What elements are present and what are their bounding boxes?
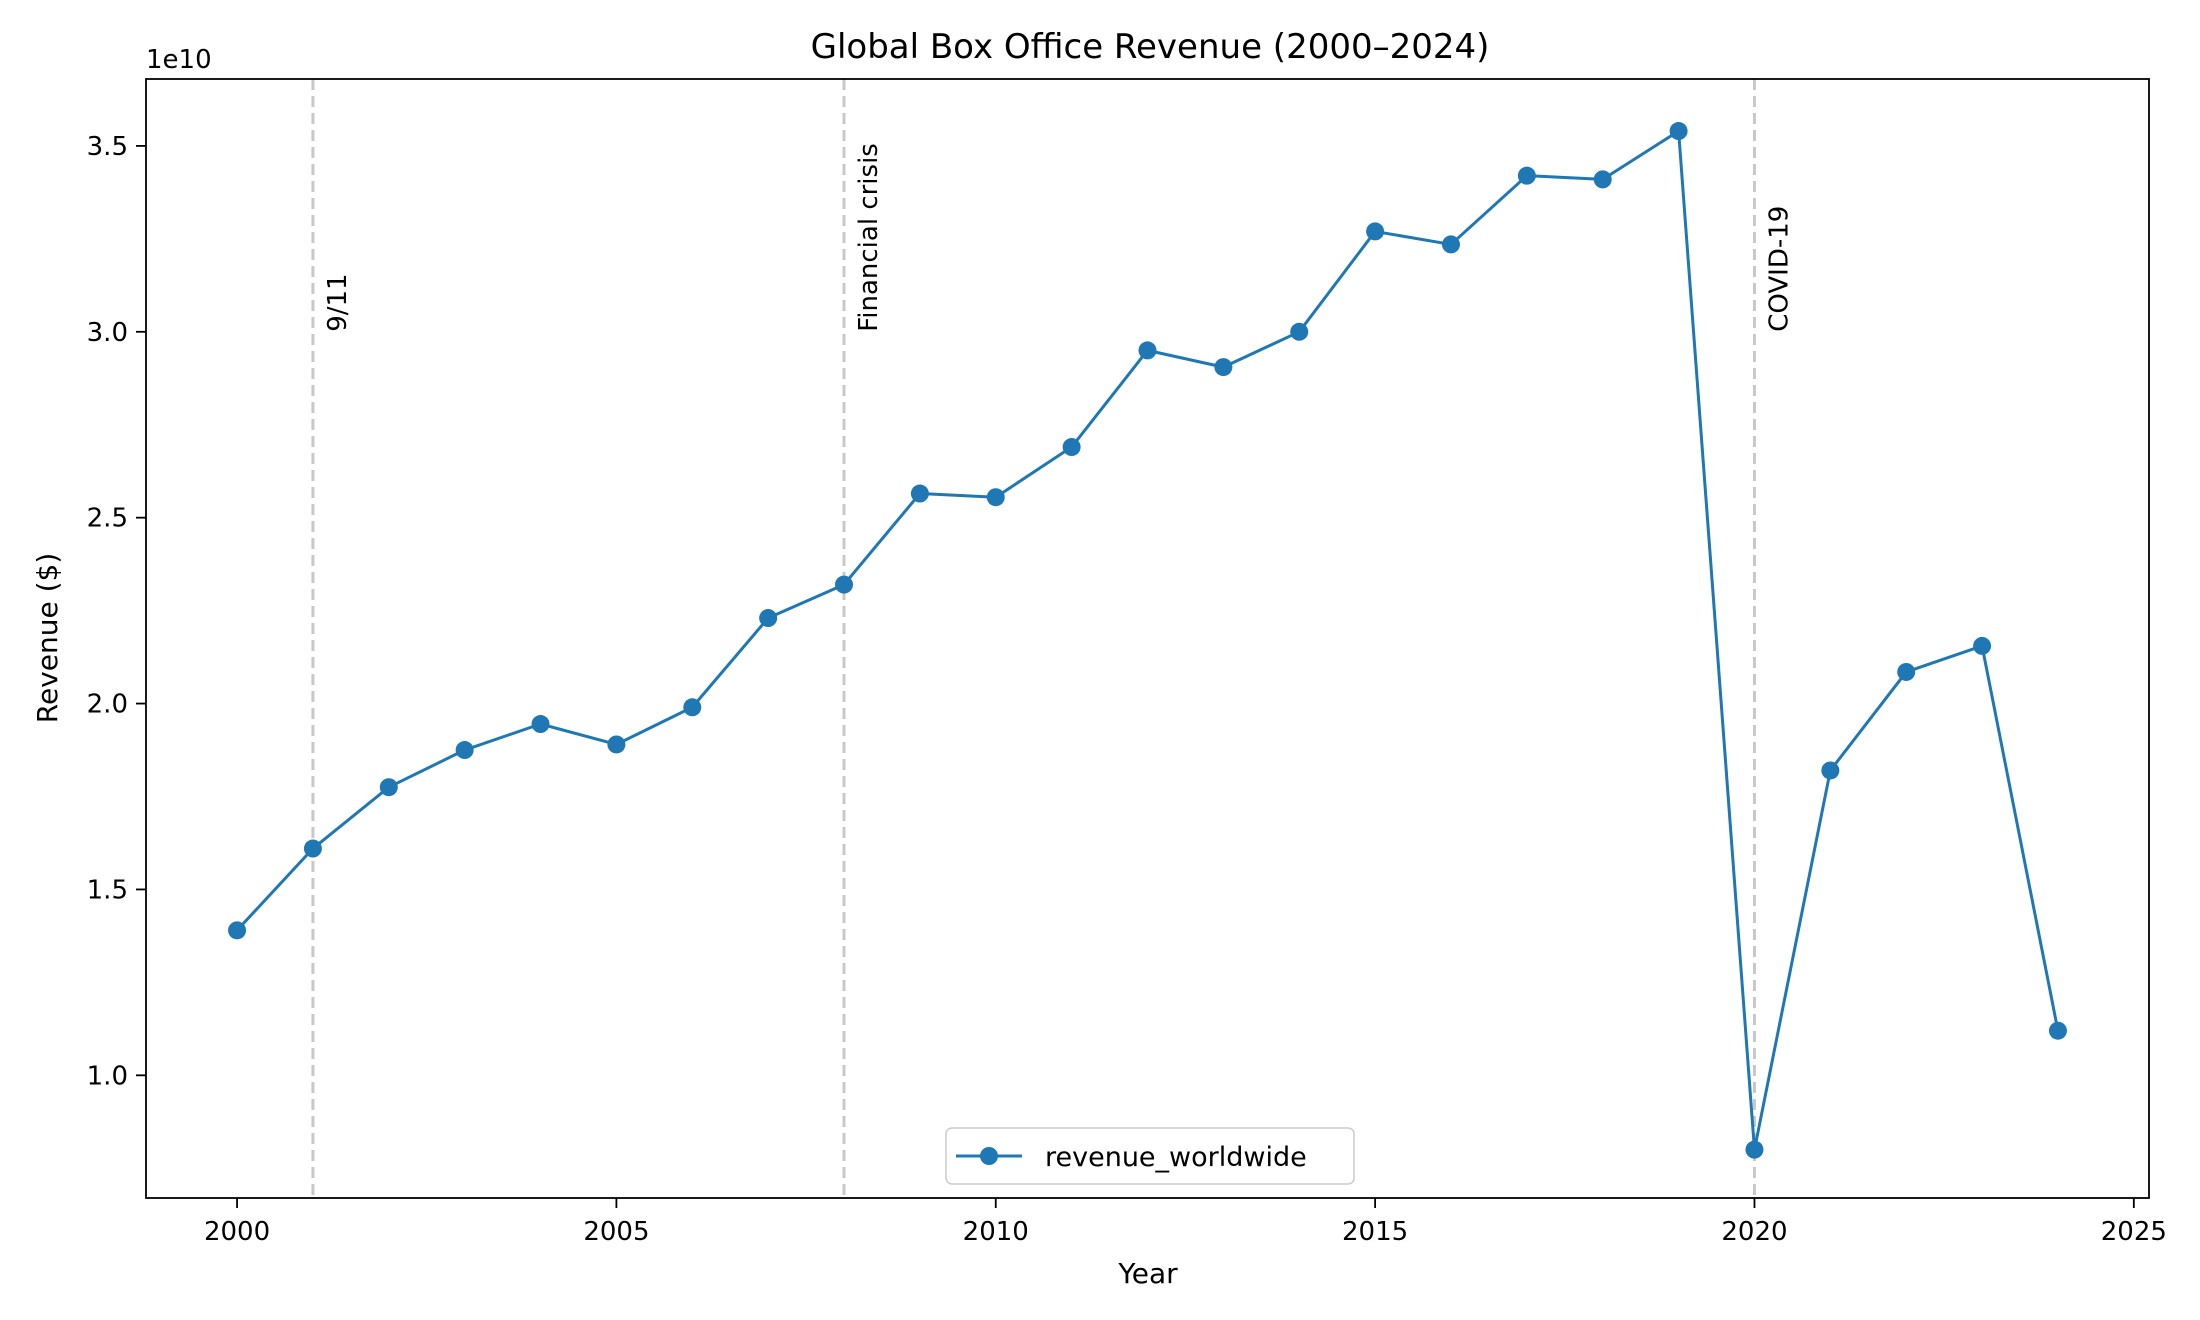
data-point — [759, 609, 778, 628]
legend-box — [945, 1127, 1355, 1185]
data-point — [1821, 761, 1840, 780]
y-axis-label: Revenue ($) — [31, 553, 64, 724]
data-point — [683, 698, 702, 717]
legend: revenue_worldwide — [945, 1127, 1355, 1185]
legend-label: revenue_worldwide — [1045, 1142, 1307, 1173]
data-point — [1138, 341, 1157, 360]
data-point — [1593, 170, 1612, 189]
data-point — [531, 715, 550, 734]
data-point — [1290, 322, 1309, 341]
plot-frame — [145, 78, 2150, 1199]
y-tick-label: 1.5 — [87, 875, 128, 905]
y-tick-label: 3.0 — [87, 318, 128, 348]
chart-title: Global Box Office Revenue (2000–2024) — [811, 27, 1490, 67]
data-point — [910, 484, 929, 503]
data-point — [835, 575, 854, 594]
y-offset-label: 1e10 — [146, 45, 212, 75]
legend-marker — [980, 1147, 998, 1165]
y-tick-label: 3.5 — [87, 132, 128, 162]
x-tick-label: 2010 — [963, 1217, 1029, 1247]
data-point — [607, 735, 626, 754]
data-point — [228, 921, 247, 940]
data-point — [1897, 662, 1916, 681]
data-point — [455, 741, 474, 760]
data-point — [986, 488, 1005, 507]
x-tick-label: 2015 — [1342, 1217, 1408, 1247]
series-layer — [228, 122, 2067, 1159]
annotation-layer: 9/11 Financial crisis COVID-19 — [311, 79, 1794, 1198]
y-axis: 1.0 1.5 2.0 2.5 3.0 3.5 — [87, 132, 146, 1091]
event-marker-label: Financial crisis — [854, 143, 884, 332]
x-tick-label: 2025 — [2101, 1217, 2167, 1247]
data-point — [303, 839, 322, 858]
data-point — [1745, 1140, 1764, 1159]
data-point — [1214, 358, 1233, 377]
data-point — [1517, 166, 1536, 185]
data-point — [1062, 438, 1081, 457]
event-marker-label: 9/11 — [323, 273, 353, 331]
x-axis: 2000 2005 2010 2015 2020 2025 — [204, 1198, 2167, 1247]
data-point — [1669, 122, 1688, 141]
y-tick-label: 2.0 — [87, 690, 128, 720]
x-tick-label: 2005 — [583, 1217, 649, 1247]
y-tick-label: 1.0 — [87, 1061, 128, 1091]
data-point — [2048, 1021, 2067, 1040]
data-point — [1366, 222, 1385, 241]
y-tick-label: 2.5 — [87, 504, 128, 534]
data-point — [1441, 235, 1460, 254]
x-axis-label: Year — [1117, 1257, 1178, 1290]
data-point — [379, 778, 398, 797]
data-point — [1973, 636, 1992, 655]
event-marker-label: COVID-19 — [1764, 206, 1794, 332]
x-tick-label: 2000 — [204, 1217, 270, 1247]
x-tick-label: 2020 — [1721, 1217, 1787, 1247]
